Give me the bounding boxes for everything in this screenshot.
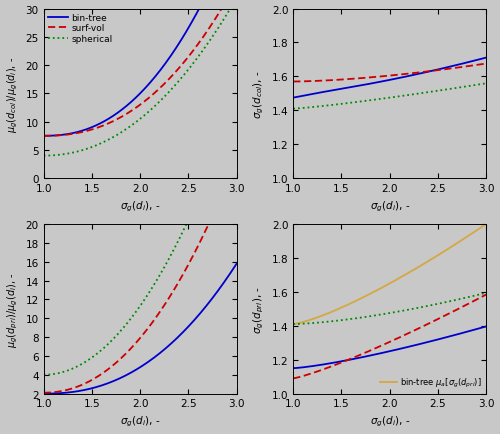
bin-tree bbox=[158, 66, 164, 72]
bin-tree bbox=[40, 134, 46, 139]
Y-axis label: $\mu_g(d_{pri}) / \mu_g(d_i)$, -: $\mu_g(d_{pri}) / \mu_g(d_i)$, - bbox=[6, 271, 20, 347]
spherical bbox=[204, 44, 210, 49]
spherical bbox=[158, 98, 164, 103]
X-axis label: $\sigma_g(d_i)$, -: $\sigma_g(d_i)$, - bbox=[120, 199, 160, 214]
Y-axis label: $\sigma_g(d_{pri})$, -: $\sigma_g(d_{pri})$, - bbox=[252, 285, 266, 333]
X-axis label: $\sigma_g(d_i)$, -: $\sigma_g(d_i)$, - bbox=[370, 199, 410, 214]
surf-vol bbox=[155, 88, 161, 93]
surf-vol bbox=[40, 134, 46, 139]
Y-axis label: $\mu_g(d_{col}) / \mu_g(d_i)$, -: $\mu_g(d_{col}) / \mu_g(d_i)$, - bbox=[6, 56, 20, 132]
bin-tree bbox=[156, 71, 162, 76]
X-axis label: $\sigma_g(d_i)$, -: $\sigma_g(d_i)$, - bbox=[370, 414, 410, 428]
surf-vol bbox=[216, 12, 222, 17]
spherical bbox=[42, 154, 48, 159]
spherical bbox=[40, 154, 46, 159]
surf-vol bbox=[156, 88, 162, 93]
Legend: bin-tree $\mu_a[\sigma_g(d_{pri})]$: bin-tree $\mu_a[\sigma_g(d_{pri})]$ bbox=[380, 376, 482, 390]
spherical bbox=[156, 101, 162, 106]
Line: surf-vol: surf-vol bbox=[44, 0, 236, 136]
bin-tree bbox=[42, 134, 48, 139]
Line: bin-tree: bin-tree bbox=[44, 0, 236, 136]
bin-tree bbox=[155, 72, 161, 77]
surf-vol bbox=[158, 85, 164, 90]
Line: spherical: spherical bbox=[44, 0, 236, 156]
surf-vol bbox=[204, 31, 210, 36]
Y-axis label: $\sigma_g(d_{col})$, -: $\sigma_g(d_{col})$, - bbox=[252, 70, 266, 118]
X-axis label: $\sigma_g(d_i)$, -: $\sigma_g(d_i)$, - bbox=[120, 414, 160, 428]
spherical bbox=[216, 26, 222, 31]
spherical bbox=[155, 102, 161, 107]
surf-vol bbox=[42, 134, 48, 139]
Legend: bin-tree, surf-vol, spherical: bin-tree, surf-vol, spherical bbox=[48, 14, 113, 44]
spherical bbox=[234, 0, 239, 2]
